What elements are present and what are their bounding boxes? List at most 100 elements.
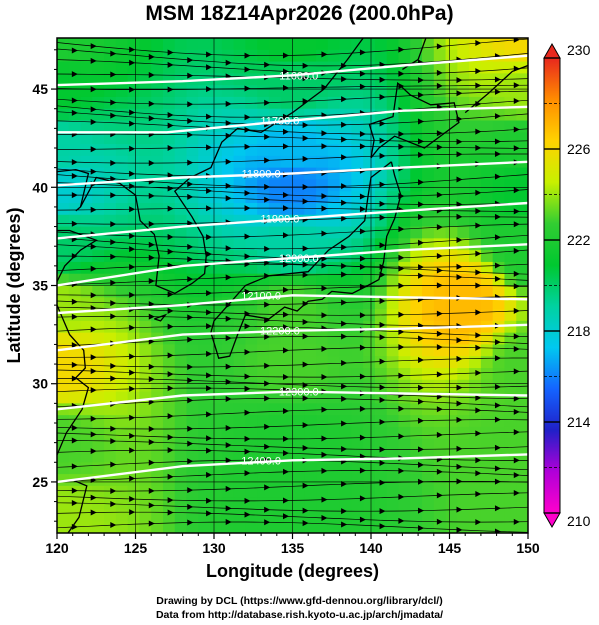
wind-arrow: [264, 317, 271, 324]
field-cell: [80, 108, 93, 122]
field-cell: [233, 214, 246, 228]
wind-arrow: [283, 435, 290, 442]
wind-arrow: [71, 500, 78, 507]
field-cell: [139, 368, 152, 381]
wind-arrow: [513, 368, 520, 375]
streamline: [57, 480, 528, 492]
field-cell: [257, 179, 270, 192]
field-cell: [68, 332, 82, 346]
field-cell: [492, 450, 506, 463]
field-cell: [374, 474, 388, 487]
field-cell: [174, 462, 188, 475]
field-cell: [363, 521, 376, 533]
field-cell: [516, 38, 528, 51]
field-cell: [316, 438, 329, 452]
field-cell: [363, 191, 376, 204]
field-cell: [280, 132, 294, 145]
field-cell: [174, 49, 188, 63]
field-cell: [233, 132, 246, 145]
field-cell: [327, 438, 341, 452]
field-cell: [292, 474, 305, 487]
field-cell: [480, 167, 494, 181]
wind-arrow: [302, 98, 309, 105]
field-cell: [198, 521, 211, 533]
field-cell: [469, 509, 482, 522]
field-cell: [339, 403, 352, 416]
field-cell: [92, 108, 105, 122]
field-cell: [445, 108, 458, 122]
field-cell: [221, 273, 235, 287]
contour-label: 11900.0: [260, 214, 299, 226]
field-cell: [92, 415, 105, 428]
field-cell: [210, 132, 223, 145]
field-cell: [480, 191, 494, 204]
field-cell: [386, 155, 400, 169]
field-cell: [351, 120, 364, 133]
streamline: [57, 84, 528, 90]
wind-arrow: [129, 509, 136, 516]
field-cell: [516, 438, 528, 452]
field-cell: [174, 132, 188, 145]
wind-arrow: [513, 221, 520, 228]
wind-arrow: [341, 154, 348, 161]
wind-arrow: [321, 435, 328, 442]
field-cell: [339, 462, 352, 475]
wind-arrow: [167, 172, 174, 179]
field-cell: [198, 250, 211, 263]
wind-arrow: [167, 473, 174, 480]
field-cell: [233, 320, 246, 334]
field-cell: [268, 155, 282, 169]
field-cell: [186, 320, 199, 334]
field-cell: [386, 462, 400, 475]
wind-arrow: [513, 345, 520, 352]
wind-arrow: [90, 387, 97, 394]
wind-arrow: [187, 440, 194, 447]
wind-arrow: [244, 435, 251, 442]
field-cell: [57, 73, 70, 86]
field-cell: [174, 356, 188, 369]
field-cell: [104, 379, 117, 393]
field-cell: [80, 61, 93, 74]
field-cell: [398, 261, 411, 275]
field-cell: [92, 297, 105, 310]
field-cell: [198, 61, 211, 74]
field-cell: [433, 309, 447, 322]
field-cell: [304, 497, 317, 511]
field-cell: [268, 379, 282, 393]
field-cell: [327, 332, 341, 346]
field-cell: [221, 356, 235, 369]
field-cell: [186, 38, 199, 51]
wind-arrow: [302, 507, 309, 514]
field-cell: [445, 426, 458, 440]
wind-arrow: [436, 43, 443, 50]
wind-arrow: [494, 213, 501, 220]
wind-arrow: [321, 285, 328, 292]
field-cell: [398, 85, 411, 98]
field-cell: [174, 521, 188, 533]
field-cell: [445, 309, 458, 322]
field-cell: [186, 155, 199, 169]
wind-arrow: [494, 234, 501, 241]
wind-arrow: [456, 213, 463, 220]
field-cell: [151, 450, 164, 463]
field-cell: [504, 132, 517, 145]
field-cell: [292, 38, 305, 51]
wind-arrow: [283, 113, 290, 120]
field-cell: [245, 415, 258, 428]
field-cell: [174, 226, 188, 239]
streamline: [57, 255, 528, 268]
field-cell: [162, 132, 176, 145]
field-cell: [445, 214, 458, 228]
wind-arrow: [398, 83, 405, 90]
wind-arrow: [475, 470, 482, 477]
field-cell: [433, 509, 447, 522]
field-cell: [57, 368, 70, 381]
field-cell: [363, 403, 376, 416]
field-cell: [504, 309, 517, 322]
field-cell: [139, 309, 152, 322]
field-cell: [445, 85, 458, 98]
wind-arrow: [167, 352, 174, 359]
field-cell: [516, 426, 528, 440]
field-cell: [304, 38, 317, 51]
field-cell: [492, 415, 506, 428]
